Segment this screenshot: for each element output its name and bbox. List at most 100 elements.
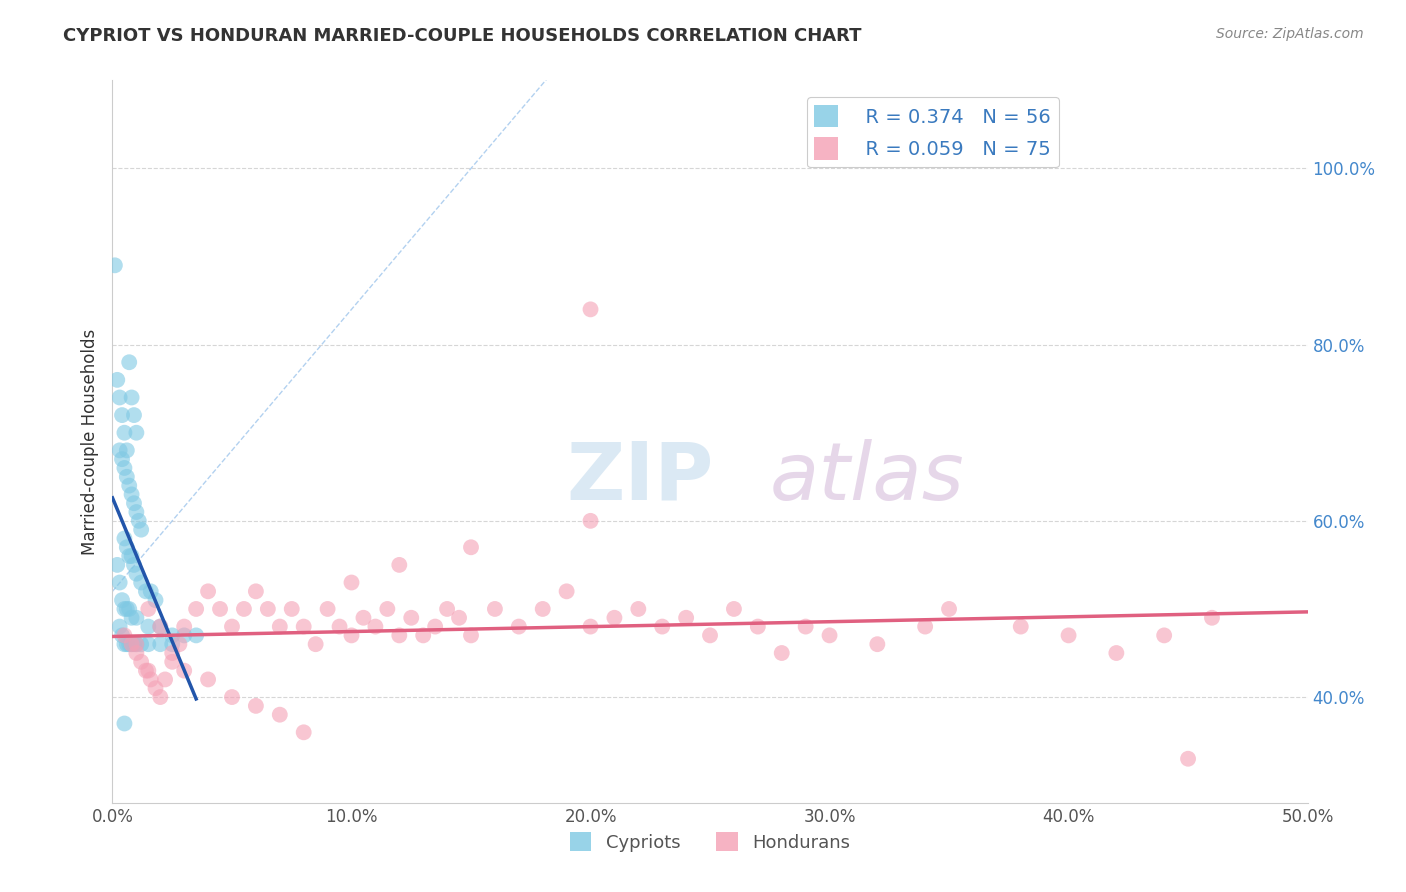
Point	[145, 593, 167, 607]
Point	[221, 690, 243, 704]
Point	[173, 619, 195, 633]
Point	[436, 602, 458, 616]
Point	[115, 470, 138, 484]
Point	[316, 602, 339, 616]
Point	[138, 637, 160, 651]
Point	[125, 505, 148, 519]
Point	[305, 637, 328, 651]
Point	[162, 646, 183, 660]
Point	[197, 673, 219, 687]
Point	[121, 637, 143, 651]
Point	[125, 637, 148, 651]
Point	[531, 602, 554, 616]
Point	[128, 514, 150, 528]
Point	[340, 575, 363, 590]
Point	[129, 655, 152, 669]
Point	[105, 558, 128, 572]
Point	[245, 698, 267, 713]
Point	[197, 584, 219, 599]
Point	[149, 637, 172, 651]
Point	[364, 619, 387, 633]
Point	[125, 611, 148, 625]
Point	[162, 637, 183, 651]
Point	[118, 355, 141, 369]
Point	[1177, 752, 1199, 766]
Point	[114, 461, 135, 475]
Point	[138, 664, 160, 678]
Point	[579, 619, 602, 633]
Point	[699, 628, 721, 642]
Point	[866, 637, 889, 651]
Point	[139, 584, 162, 599]
Point	[1057, 628, 1080, 642]
Point	[186, 602, 208, 616]
Point	[221, 619, 243, 633]
Point	[340, 628, 363, 642]
Point	[484, 602, 506, 616]
Text: ZIP: ZIP	[567, 439, 714, 516]
Text: Source: ZipAtlas.com: Source: ZipAtlas.com	[1216, 27, 1364, 41]
Point	[114, 532, 135, 546]
Point	[269, 707, 291, 722]
Point	[125, 646, 148, 660]
Point	[675, 611, 697, 625]
Point	[388, 558, 411, 572]
Point	[1201, 611, 1223, 625]
Point	[209, 602, 232, 616]
Point	[449, 611, 471, 625]
Point	[111, 628, 134, 642]
Point	[125, 425, 148, 440]
Point	[111, 593, 134, 607]
Point	[105, 373, 128, 387]
Point	[121, 391, 143, 405]
Point	[794, 619, 817, 633]
Point	[353, 611, 375, 625]
Point	[104, 258, 127, 272]
Point	[149, 619, 172, 633]
Point	[115, 637, 138, 651]
Point	[153, 673, 176, 687]
Point	[281, 602, 304, 616]
Point	[115, 602, 138, 616]
Point	[269, 619, 291, 633]
Point	[108, 575, 131, 590]
Point	[412, 628, 434, 642]
Point	[145, 681, 167, 696]
Point	[138, 602, 160, 616]
Point	[108, 443, 131, 458]
Point	[162, 655, 183, 669]
Point	[292, 619, 315, 633]
Point	[125, 637, 148, 651]
Point	[627, 602, 650, 616]
Point	[108, 619, 131, 633]
Point	[173, 628, 195, 642]
Point	[122, 637, 145, 651]
Point	[292, 725, 315, 739]
Point	[138, 619, 160, 633]
Point	[129, 575, 152, 590]
Point	[118, 637, 141, 651]
Point	[579, 514, 602, 528]
Point	[169, 637, 191, 651]
Point	[122, 558, 145, 572]
Point	[118, 602, 141, 616]
Point	[914, 619, 936, 633]
Point	[129, 523, 152, 537]
Point	[579, 302, 602, 317]
Point	[377, 602, 399, 616]
Point	[135, 584, 157, 599]
Point	[121, 637, 143, 651]
Point	[149, 690, 172, 704]
Point	[114, 637, 135, 651]
Point	[114, 425, 135, 440]
Point	[1105, 646, 1128, 660]
Point	[122, 408, 145, 422]
Point	[245, 584, 267, 599]
Point	[329, 619, 352, 633]
Point	[114, 602, 135, 616]
Point	[401, 611, 423, 625]
Legend: Cypriots, Hondurans: Cypriots, Hondurans	[562, 825, 858, 859]
Point	[460, 541, 482, 555]
Point	[111, 452, 134, 467]
Point	[603, 611, 626, 625]
